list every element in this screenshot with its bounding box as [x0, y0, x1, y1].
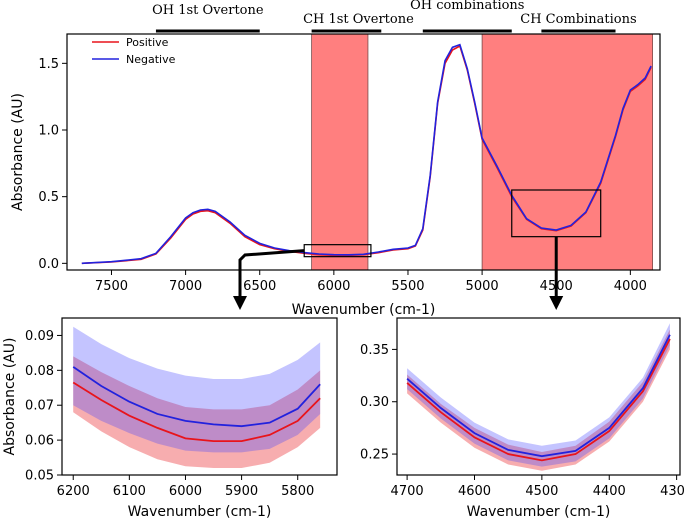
- series-line-positive: [406, 338, 671, 462]
- x-tick-label: 5500: [391, 279, 424, 294]
- y-tick-label: 0.06: [25, 434, 54, 449]
- x-axis-label: Wavenumber (cm-1): [292, 302, 436, 318]
- legend-label-negative: Negative: [126, 53, 176, 66]
- y-tick-label: 0.0: [38, 257, 59, 272]
- region-1: [481, 33, 653, 271]
- y-tick-label: 0.35: [360, 343, 389, 358]
- annotation-label-1: CH 1st Overtone: [303, 12, 414, 27]
- x-tick-label: 6000: [317, 279, 350, 294]
- x-tick-label: 5900: [225, 484, 258, 499]
- series-line-negative: [72, 366, 321, 428]
- annotation-label-2: OH combinations: [410, 0, 524, 13]
- y-tick-label: 0.25: [360, 448, 389, 463]
- series-line-negative: [81, 43, 652, 265]
- x-tick-label: 5000: [466, 279, 499, 294]
- y-tick-label: 0.08: [25, 364, 54, 379]
- x-axis-label: Wavenumber (cm-1): [467, 504, 611, 520]
- y-tick-label: 0.05: [25, 469, 54, 484]
- region-0: [311, 33, 369, 271]
- y-axis-label: Absorbance (AU): [10, 93, 26, 211]
- series-line-positive: [72, 381, 321, 443]
- axes-frame: [396, 317, 681, 476]
- x-tick-label: 6000: [169, 484, 202, 499]
- y-axis-label: Absorbance (AU): [2, 338, 18, 456]
- y-tick-label: 0.5: [38, 190, 59, 205]
- x-tick-label: 4700: [391, 484, 424, 499]
- x-tick-label: 4500: [525, 484, 558, 499]
- axes-frame: [61, 317, 338, 476]
- x-tick-label: 7500: [95, 279, 128, 294]
- x-tick-label: 6100: [113, 484, 146, 499]
- x-tick-label: 5800: [281, 484, 314, 499]
- zoom-ch-first-overtone-chart: 6200 6100 6000 5900 5800 0.05 0.06 0.07 0.08 0.09…: [2, 317, 338, 520]
- band-negative: [73, 326, 321, 453]
- band-positive: [73, 356, 321, 469]
- x-tick-label: 7000: [169, 279, 202, 294]
- main-spectrum-chart: 7500 7000 6500 6000 5500 5000 4500 40000.00.51.…: [10, 0, 661, 318]
- y-tick-label: 0.07: [25, 399, 54, 414]
- connector-arrowhead-left: [233, 296, 247, 310]
- axes-frame: [66, 33, 661, 271]
- annotation-label-3: CH Combinations: [520, 12, 636, 27]
- y-tick-label: 1.0: [38, 124, 59, 139]
- x-tick-label: 6500: [243, 279, 276, 294]
- series-line-negative: [406, 334, 671, 458]
- y-tick-label: 1.5: [38, 57, 59, 72]
- x-tick-label: 4400: [593, 484, 626, 499]
- y-tick-label: 0.30: [360, 395, 389, 410]
- y-tick-label: 0.09: [25, 329, 54, 344]
- legend-label-positive: Positive: [126, 36, 169, 49]
- x-tick-label: 4600: [458, 484, 491, 499]
- connector-line-left: [238, 249, 305, 298]
- x-axis-label: Wavenumber (cm-1): [128, 504, 272, 520]
- zoom-connector-arrows: [233, 236, 564, 310]
- annotation-label-0: OH 1st Overtone: [152, 3, 264, 18]
- band-negative: [407, 323, 670, 467]
- connector-arrowhead-right: [549, 296, 564, 310]
- x-tick-label: 6200: [57, 484, 90, 499]
- x-tick-label: 4000: [614, 279, 647, 294]
